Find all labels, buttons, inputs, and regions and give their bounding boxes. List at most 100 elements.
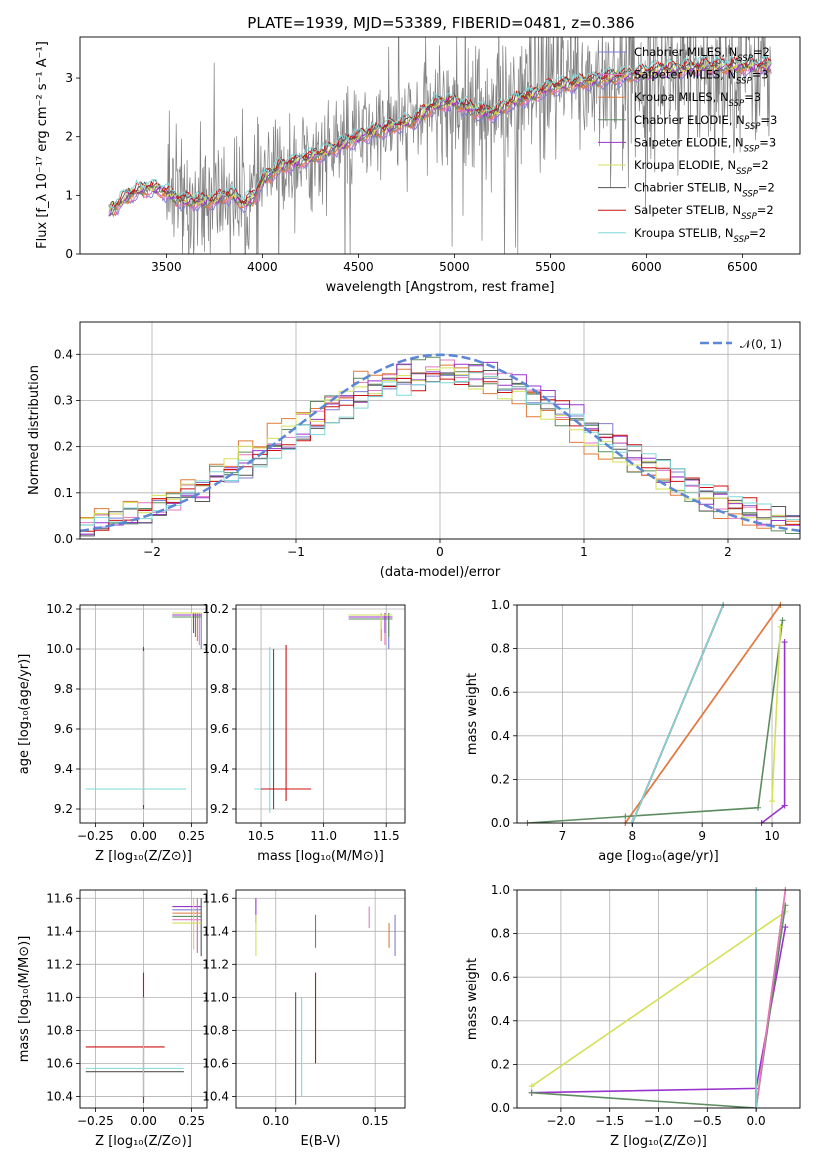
x-tick-label: 4000 — [247, 260, 278, 274]
x-tick-label: −1 — [287, 545, 305, 559]
y-tick-label: 9.6 — [210, 722, 229, 736]
x-tick-label: 11.5 — [373, 829, 400, 843]
axes-frame — [79, 36, 801, 255]
mass-weight-marker-salpeter_elodie — [782, 924, 789, 931]
legend-entry: Kroupa ELODIE, NSSP=2 — [634, 158, 769, 177]
x-tick-label: −0.5 — [693, 1114, 722, 1128]
x-tick-label: 11.0 — [310, 829, 337, 843]
y-axis-label: mass weight — [465, 673, 480, 755]
mass-weight-line-chabrier_elodie — [527, 620, 784, 823]
y-tick-label: 11.6 — [202, 891, 229, 905]
model-spectrum-salpeter_stelib — [108, 55, 772, 208]
y-tick-label: 0.2 — [54, 440, 73, 454]
mass-weight-line-kroupa_miles — [624, 605, 782, 823]
residual-histogram-kroupa_stelib — [80, 372, 800, 526]
mass-weight-line-salpeter_miles — [755, 890, 787, 1108]
legend-entry: Kroupa STELIB, NSSP=2 — [634, 226, 766, 245]
mass-weight-marker-chabrier_elodie — [528, 1089, 535, 1096]
y-tick-label: 0.4 — [491, 1014, 510, 1028]
y-tick-label: 10.8 — [46, 1023, 73, 1037]
mass-weight-marker-salpeter_elodie — [781, 639, 788, 646]
y-tick-label: 0.2 — [491, 772, 510, 786]
x-tick-label: −0.25 — [77, 1114, 114, 1128]
axes-frame — [235, 889, 406, 1109]
model-spectrum-salpeter_elodie — [108, 60, 772, 217]
mass-weight-marker-kroupa_elodie — [528, 1083, 535, 1090]
y-tick-label: 11.4 — [46, 924, 73, 938]
y-tick-label: 3 — [65, 71, 73, 85]
mass-weight-marker-salpeter_elodie — [781, 802, 788, 809]
x-tick-label: 0.00 — [130, 1114, 157, 1128]
y-axis-label: mass [log₁₀(M/M⊙)] — [17, 936, 32, 1063]
y-tick-label: 0.8 — [491, 642, 510, 656]
x-axis-label: Z [log₁₀(Z/Z⊙)] — [95, 1134, 192, 1149]
x-tick-label: 6000 — [631, 260, 662, 274]
axes-frame — [516, 604, 801, 824]
x-tick-label: −1.5 — [595, 1114, 624, 1128]
y-tick-label: 9.2 — [210, 802, 229, 816]
model-spectrum-chabrier_stelib — [108, 57, 772, 209]
axes-frame — [235, 604, 406, 824]
y-axis-label: age [log₁₀(age/yr)] — [17, 654, 32, 775]
y-tick-label: 9.4 — [54, 762, 73, 776]
y-tick-label: 1.0 — [491, 883, 510, 897]
mass-weight-line-salpeter_elodie — [761, 642, 786, 823]
y-axis-label: Normed distribution — [27, 365, 42, 495]
mass-weight-line-chabrier_elodie — [531, 905, 787, 1108]
mass-weight-line-kroupa_elodie — [771, 626, 782, 802]
x-axis-label: wavelength [Angstrom, rest frame] — [326, 280, 555, 295]
x-axis-label: (data-model)/error — [380, 565, 501, 580]
normal-curve — [80, 353, 800, 533]
y-tick-label: 9.2 — [54, 802, 73, 816]
x-tick-label: −2.0 — [546, 1114, 575, 1128]
y-tick-label: 0.0 — [54, 532, 73, 546]
residual-histogram-salpeter_elodie — [80, 361, 800, 535]
axes-layer — [76, 36, 801, 1112]
y-tick-label: 10.6 — [46, 1056, 73, 1070]
x-tick-label: −2 — [143, 545, 161, 559]
x-tick-label: −1.0 — [644, 1114, 673, 1128]
axes-frame — [79, 604, 208, 824]
y-tick-label: 0.6 — [491, 685, 510, 699]
x-tick-label: 0.10 — [262, 1114, 289, 1128]
x-axis-label: Z [log₁₀(Z/Z⊙)] — [95, 849, 192, 864]
x-tick-label: 6500 — [727, 260, 758, 274]
y-tick-label: 0.1 — [54, 486, 73, 500]
x-tick-label: 5000 — [439, 260, 470, 274]
mass-weight-line-kroupa_stelib — [631, 605, 724, 823]
x-axis-label: E(B-V) — [300, 1134, 340, 1149]
x-tick-label: 1 — [580, 545, 588, 559]
y-tick-label: 10.2 — [46, 602, 73, 616]
y-tick-label: 0.3 — [54, 393, 73, 407]
y-axis-label: mass weight — [465, 958, 480, 1040]
mass-weight-marker-chabrier_elodie — [622, 813, 629, 820]
x-tick-label: 0.25 — [178, 829, 205, 843]
x-tick-label: 2 — [724, 545, 732, 559]
legend-entry: Chabrier STELIB, NSSP=2 — [634, 181, 775, 200]
model-spectrum-kroupa_stelib — [108, 53, 772, 209]
x-tick-label: 0.25 — [178, 1114, 205, 1128]
x-tick-label: 5500 — [535, 260, 566, 274]
x-tick-label: 10 — [764, 829, 779, 843]
y-tick-label: 1.0 — [491, 598, 510, 612]
x-tick-label: 10.5 — [248, 829, 275, 843]
y-tick-label: 11.6 — [46, 891, 73, 905]
y-tick-label: 11.4 — [202, 924, 229, 938]
y-tick-label: 9.6 — [54, 722, 73, 736]
y-tick-label: 0.6 — [491, 970, 510, 984]
y-tick-label: 0.4 — [54, 347, 73, 361]
axes-frame — [516, 889, 801, 1109]
mass-weight-marker-chabrier_elodie — [755, 804, 762, 811]
x-tick-label: 7 — [559, 829, 567, 843]
y-tick-label: 0.8 — [491, 927, 510, 941]
y-tick-label: 11.2 — [46, 957, 73, 971]
mass-weight-marker-kroupa_elodie — [769, 798, 776, 805]
x-tick-label: −0.25 — [77, 829, 114, 843]
x-tick-label: 0.0 — [747, 1114, 766, 1128]
y-tick-label: 0.0 — [491, 816, 510, 830]
x-tick-label: 3500 — [151, 260, 182, 274]
y-tick-label: 10.2 — [202, 602, 229, 616]
x-axis-label: age [log₁₀(age/yr)] — [598, 849, 719, 864]
y-tick-label: 11.0 — [46, 990, 73, 1004]
